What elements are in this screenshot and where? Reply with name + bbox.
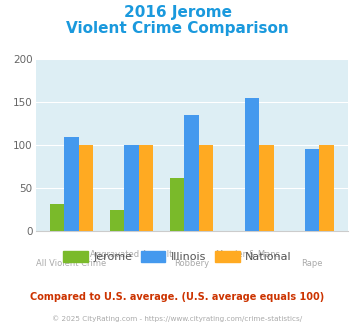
- Text: Violent Crime Comparison: Violent Crime Comparison: [66, 21, 289, 36]
- Bar: [245, 98, 259, 231]
- Bar: [139, 145, 153, 231]
- Text: Aggravated Assault: Aggravated Assault: [90, 250, 173, 259]
- Bar: [305, 149, 319, 231]
- Bar: [124, 145, 139, 231]
- Text: © 2025 CityRating.com - https://www.cityrating.com/crime-statistics/: © 2025 CityRating.com - https://www.city…: [53, 315, 302, 322]
- Text: Robbery: Robbery: [174, 259, 209, 268]
- Bar: [110, 210, 124, 231]
- Text: Murder & Mans...: Murder & Mans...: [216, 250, 288, 259]
- Text: 2016 Jerome: 2016 Jerome: [124, 5, 231, 20]
- Bar: [199, 145, 213, 231]
- Legend: Jerome, Illinois, National: Jerome, Illinois, National: [59, 247, 296, 267]
- Bar: [78, 145, 93, 231]
- Bar: [185, 115, 199, 231]
- Bar: [64, 137, 78, 231]
- Bar: [50, 204, 64, 231]
- Bar: [259, 145, 274, 231]
- Text: Rape: Rape: [301, 259, 323, 268]
- Text: All Violent Crime: All Violent Crime: [36, 259, 106, 268]
- Bar: [319, 145, 334, 231]
- Text: Compared to U.S. average. (U.S. average equals 100): Compared to U.S. average. (U.S. average …: [31, 292, 324, 302]
- Bar: [170, 178, 185, 231]
